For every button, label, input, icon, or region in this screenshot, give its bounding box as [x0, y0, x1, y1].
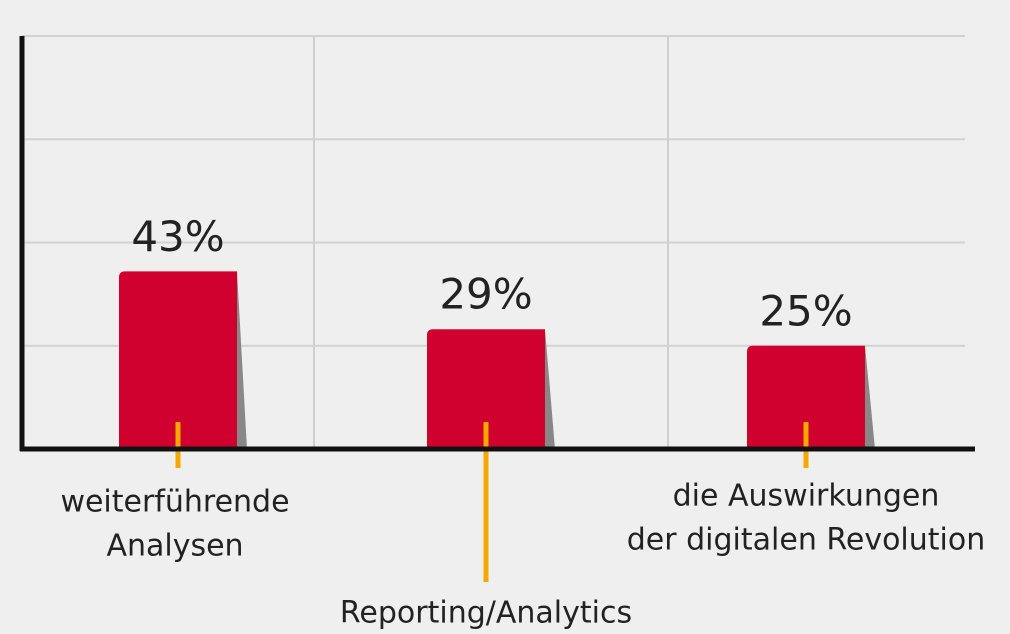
- bar-shadow: [237, 271, 247, 449]
- bar-shadow: [865, 345, 875, 449]
- bar: [119, 271, 237, 449]
- x-tick-label: der digitalen Revolution: [627, 523, 986, 558]
- x-tick-label: Reporting/Analytics: [340, 596, 632, 631]
- value-label: 43%: [131, 212, 224, 261]
- value-label: 29%: [439, 270, 532, 319]
- x-tick-label: weiterführende: [60, 485, 289, 520]
- bar-shadow: [545, 329, 555, 449]
- x-tick-label: die Auswirkungen: [673, 479, 940, 514]
- x-tick-label: Analysen: [106, 529, 243, 564]
- bar: [427, 329, 545, 449]
- value-label: 25%: [759, 286, 852, 335]
- bar: [747, 345, 865, 449]
